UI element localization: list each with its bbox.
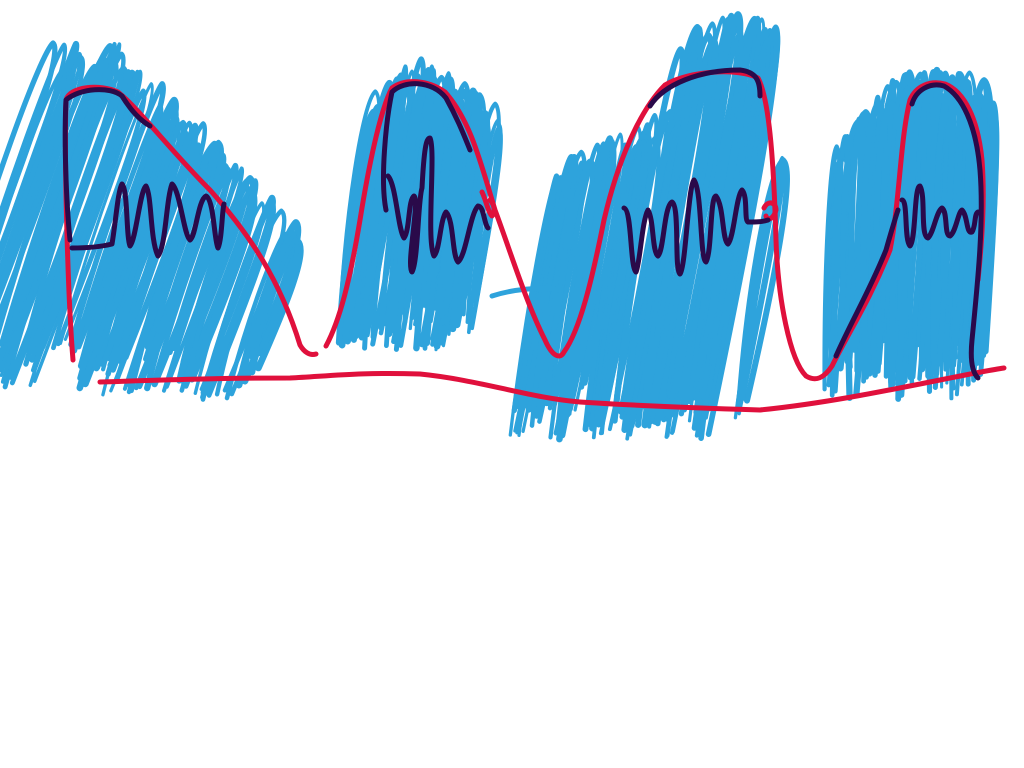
- scribble-stroke: [200, 194, 277, 396]
- scribble-stroke: [0, 42, 68, 254]
- scribble-stroke: [822, 144, 842, 392]
- scribble-stroke: [529, 149, 587, 428]
- scribble-stroke: [30, 69, 140, 373]
- scribble-stroke: [465, 118, 502, 324]
- scribble-stroke: [0, 57, 105, 347]
- scribble-stroke: [396, 73, 441, 295]
- hill-3-scribble: [508, 11, 790, 443]
- scribble-stroke: [362, 72, 407, 315]
- scribble-stroke: [831, 134, 856, 366]
- scribble-stroke: [129, 139, 224, 394]
- scribble-stroke: [873, 101, 904, 349]
- scribble-stroke: [735, 156, 787, 406]
- scribble-stroke: [77, 105, 179, 381]
- scribble-stroke: [180, 178, 250, 364]
- inner-wave-layer: [62, 67, 984, 381]
- scribble-stroke: [689, 15, 762, 387]
- hill-2-inner-line: [381, 81, 491, 275]
- hill-4-inner-line: [833, 82, 984, 381]
- scribble-stroke: [253, 237, 300, 356]
- scribble-stroke: [0, 55, 86, 318]
- scribble-stroke: [889, 85, 915, 387]
- scribble-stroke: [593, 144, 645, 411]
- hill-3-inner-line: [621, 67, 771, 277]
- scribble-stroke: [189, 183, 257, 364]
- scribble-stroke: [0, 40, 58, 231]
- scribble-stroke: [557, 137, 617, 422]
- scribble-stroke: [354, 79, 396, 295]
- scribble-stroke: [335, 108, 380, 346]
- ground-baseline: [97, 365, 1007, 413]
- scribble-stroke: [969, 103, 996, 381]
- scribble-stroke: [68, 81, 166, 348]
- hill-1-inner-line: [62, 87, 227, 259]
- scribble-stroke: [105, 122, 199, 377]
- hill-2-hook: [479, 189, 497, 219]
- loose-scribble-stroke: [559, 237, 585, 423]
- scribble-stroke: [456, 119, 492, 308]
- scribble-stroke: [860, 100, 889, 361]
- scribble-stroke: [91, 116, 180, 359]
